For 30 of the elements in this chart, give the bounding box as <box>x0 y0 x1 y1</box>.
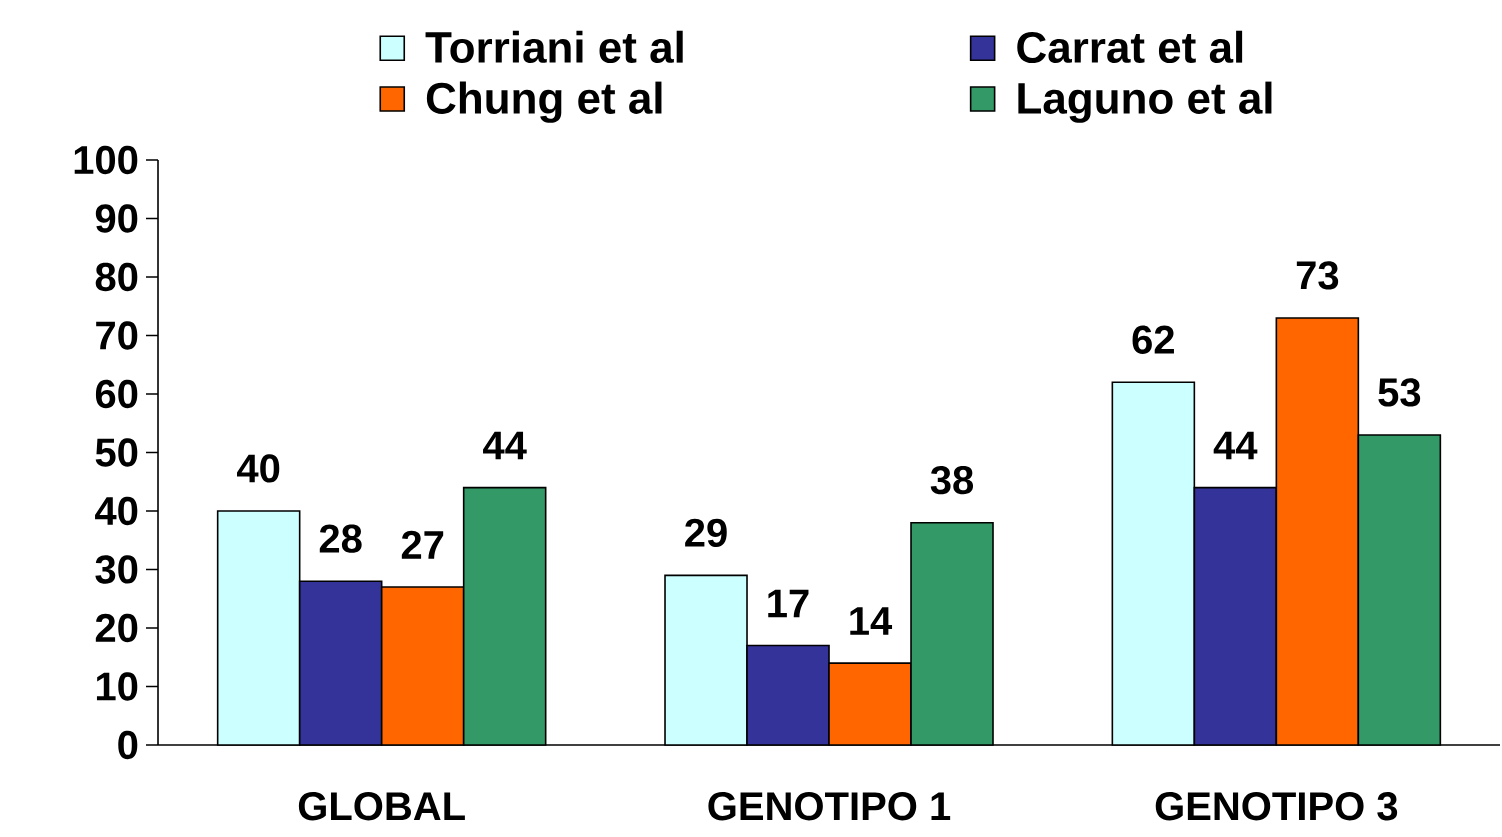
y-tick-label: 70 <box>96 321 138 350</box>
y-tick-label: 90 <box>95 204 138 233</box>
x-tick-label: GLOBAL <box>298 792 465 821</box>
y-tick-label: 0 <box>118 730 138 760</box>
data-label: 28 <box>319 524 362 553</box>
legend-label: Carrat et al <box>1017 30 1243 64</box>
x-tick-label: GENOTIPO 1 <box>708 792 951 821</box>
y-tick-label: 30 <box>95 555 138 584</box>
data-label: 38 <box>930 465 974 495</box>
data-label: 17 <box>768 589 809 618</box>
y-tick-label: 80 <box>95 262 138 292</box>
data-label: 53 <box>1378 378 1421 407</box>
legend-label: Torriani et al <box>425 30 683 64</box>
x-tick-label: GENOTIPO 3 <box>1155 792 1398 821</box>
data-label: 27 <box>401 530 444 559</box>
y-tick-label: 20 <box>95 613 138 643</box>
data-label: 44 <box>483 431 527 460</box>
y-tick-label: 100 <box>74 145 138 175</box>
y-tick-label: 40 <box>95 496 138 526</box>
data-label: 14 <box>850 607 893 635</box>
data-label: 62 <box>1132 325 1174 354</box>
y-tick-label: 60 <box>95 379 138 409</box>
y-tick-label: 10 <box>96 672 138 701</box>
legend-label: Chung et al <box>426 81 662 123</box>
data-label: 29 <box>685 518 727 547</box>
data-label: 40 <box>237 454 280 483</box>
data-label: 44 <box>1213 431 1258 460</box>
y-tick-label: 50 <box>95 438 138 467</box>
data-label: 73 <box>1296 261 1339 290</box>
legend-label: Laguno et al <box>1018 81 1272 123</box>
